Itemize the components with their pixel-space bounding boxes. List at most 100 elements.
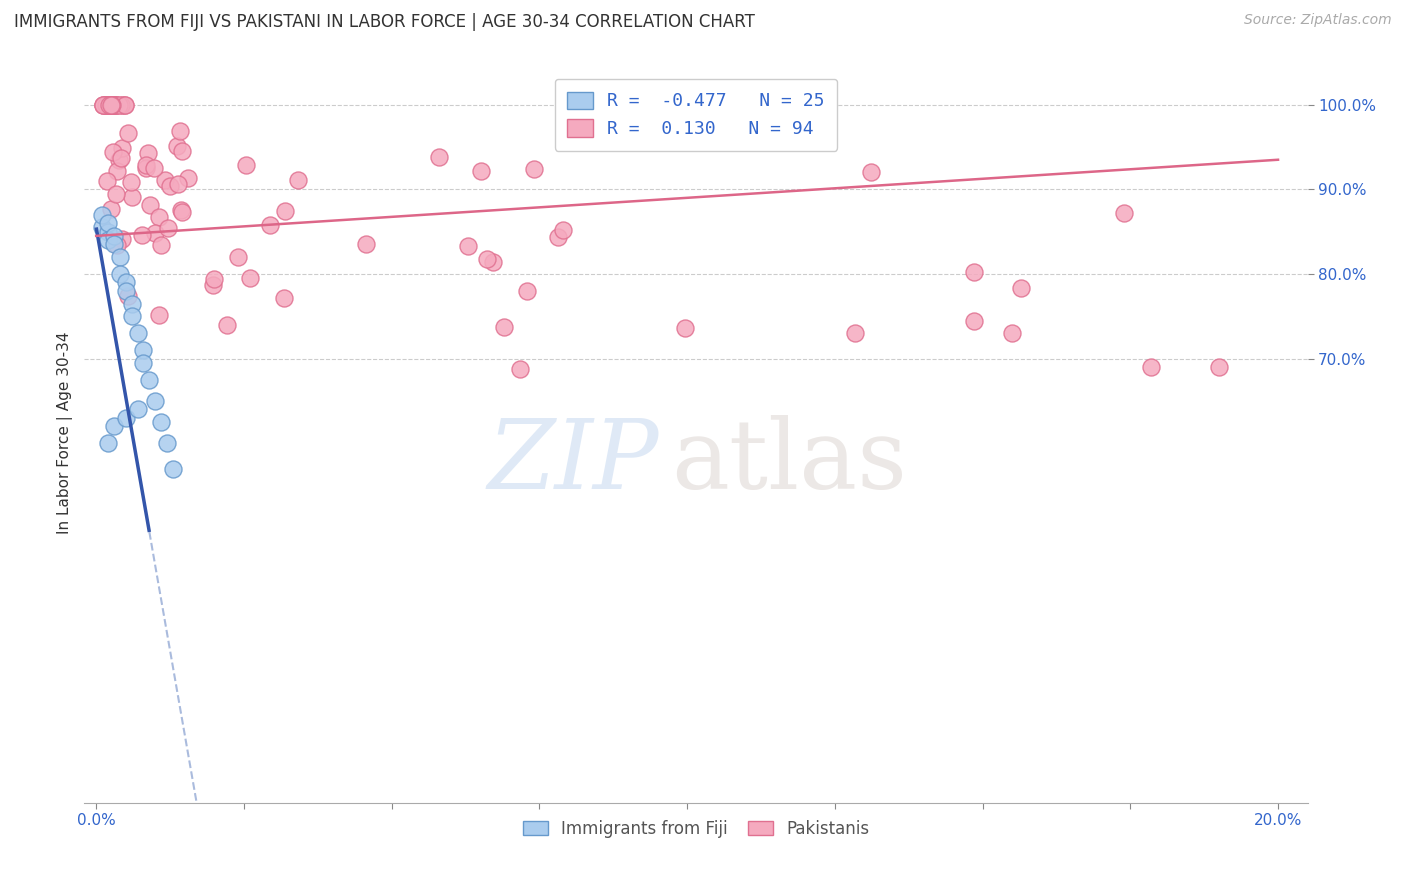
Point [94,97,117,112]
Point [159,178,181,193]
Point [96,97,118,112]
Point [91,220,114,235]
Point [98,97,121,112]
Point [105,163,128,178]
Point [110,151,132,165]
Point [169,123,191,137]
Point [963,314,986,328]
Point [148,308,170,322]
Point [103,237,125,252]
Point [156,436,179,450]
Point [94,97,117,112]
Point [172,144,194,158]
Point [136,145,159,160]
Point [172,204,194,219]
Point [239,270,262,285]
Point [516,285,538,299]
Point [475,252,498,267]
Point [202,271,225,285]
Point [98,97,121,112]
Point [844,326,866,340]
Point [215,318,238,332]
Point [91,97,114,112]
Point [274,204,297,219]
Point [97,216,120,230]
Point [135,161,157,175]
Point [509,362,531,376]
Point [963,265,986,279]
Y-axis label: In Labor Force | Age 30-34: In Labor Force | Age 30-34 [58,331,73,534]
Point [287,172,309,186]
Point [97,225,120,239]
Point [470,163,492,178]
Point [96,97,118,112]
Point [675,321,697,335]
Point [1010,281,1032,295]
Point [121,189,143,203]
Point [108,153,131,168]
Text: ZIP: ZIP [488,416,659,509]
Point [156,221,179,235]
Point [110,97,132,112]
Point [228,250,250,264]
Point [273,291,295,305]
Point [103,97,125,112]
Point [166,177,188,191]
Point [96,97,118,112]
Text: Source: ZipAtlas.com: Source: ZipAtlas.com [1244,13,1392,28]
Point [104,187,127,202]
Point [142,161,165,176]
Point [96,174,118,188]
Point [121,310,143,324]
Point [97,436,120,450]
Point [94,97,117,112]
Point [135,158,157,172]
Point [860,164,883,178]
Point [547,230,569,244]
Point [108,250,131,264]
Point [482,255,505,269]
Point [98,97,121,112]
Point [108,97,131,112]
Point [149,238,172,252]
Point [114,410,136,425]
Point [1140,359,1163,374]
Point [117,289,139,303]
Point [131,227,153,242]
Point [105,97,128,112]
Point [100,97,122,112]
Point [103,419,125,434]
Point [121,296,143,310]
Text: IMMIGRANTS FROM FIJI VS PAKISTANI IN LABOR FORCE | AGE 30-34 CORRELATION CHART: IMMIGRANTS FROM FIJI VS PAKISTANI IN LAB… [14,13,755,31]
Point [120,175,142,189]
Point [100,202,122,216]
Point [143,393,166,408]
Point [177,170,200,185]
Point [132,343,155,358]
Point [101,97,124,112]
Point [523,161,546,176]
Point [91,208,114,222]
Point [153,173,176,187]
Point [114,284,136,298]
Point [105,97,128,112]
Point [103,228,125,243]
Point [494,320,516,334]
Point [1208,359,1230,374]
Point [111,232,134,246]
Point [201,277,224,292]
Point [457,238,479,252]
Point [127,326,149,341]
Point [114,97,136,112]
Legend: Immigrants from Fiji, Pakistanis: Immigrants from Fiji, Pakistanis [515,812,877,847]
Point [108,267,131,281]
Point [170,202,193,217]
Point [103,97,125,112]
Point [427,150,450,164]
Point [111,141,134,155]
Point [235,158,257,172]
Point [97,233,120,247]
Point [101,145,124,159]
Point [553,223,575,237]
Text: atlas: atlas [672,416,907,509]
